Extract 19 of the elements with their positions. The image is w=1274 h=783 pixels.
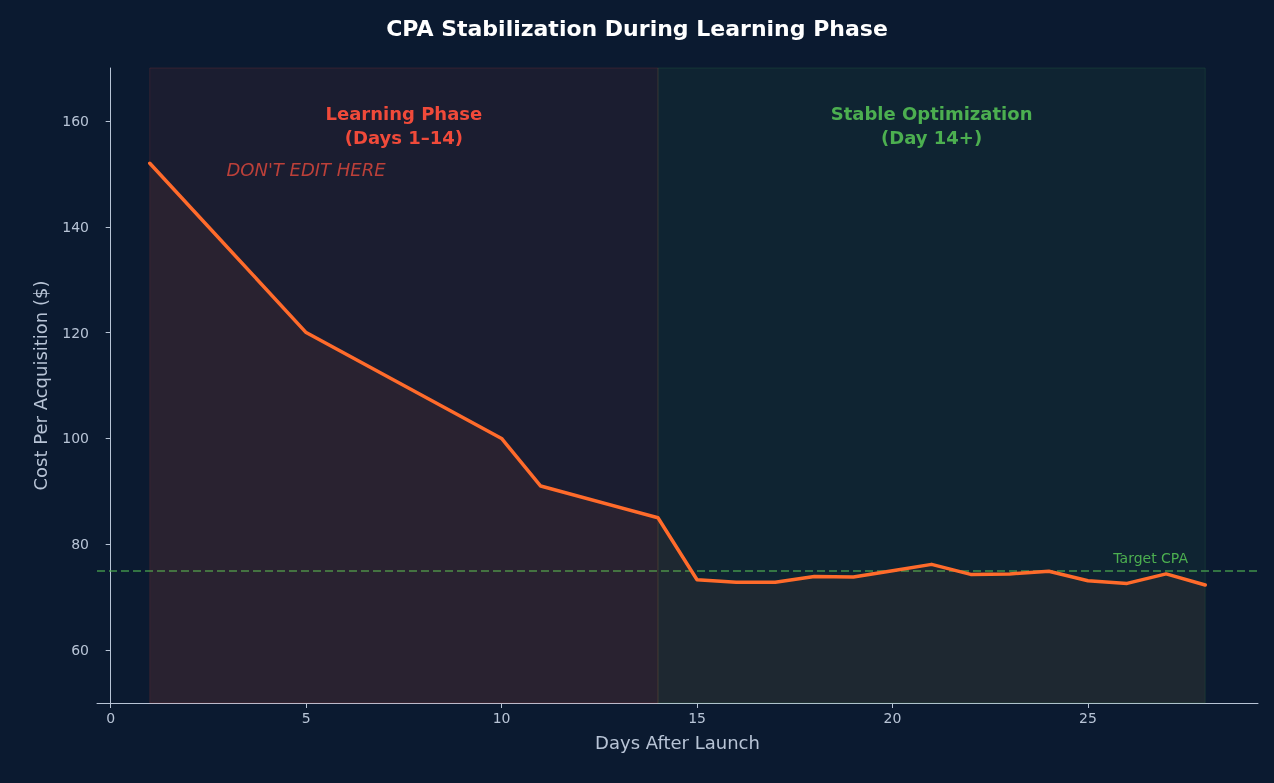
y-tick-label: 160 [62,112,89,129]
x-axis-title: Days After Launch [595,731,760,753]
x-tick-label: 15 [688,710,706,726]
x-tick-label: 0 [106,710,116,726]
x-tick-label: 5 [301,710,311,726]
chart-title: CPA Stabilization During Learning Phase [386,15,888,41]
x-tick-label: 10 [492,710,511,726]
y-tick-label: 120 [62,324,89,341]
annotation: DON'T EDIT HERE [226,158,387,180]
y-tick-label: 60 [71,642,89,659]
ref-line-label: Target CPA [1112,549,1189,566]
x-tick-label: 20 [883,710,902,726]
y-tick-label: 80 [71,536,89,553]
band-label: Learning Phase (Days 1–14) [325,103,483,148]
y-axis-title: Cost Per Acquisition ($) [29,280,51,491]
y-tick-label: 100 [62,430,89,447]
y-tick-label: 140 [62,218,89,235]
x-tick-label: 25 [1079,710,1097,726]
band-label: Stable Optimization (Day 14+) [830,103,1033,148]
